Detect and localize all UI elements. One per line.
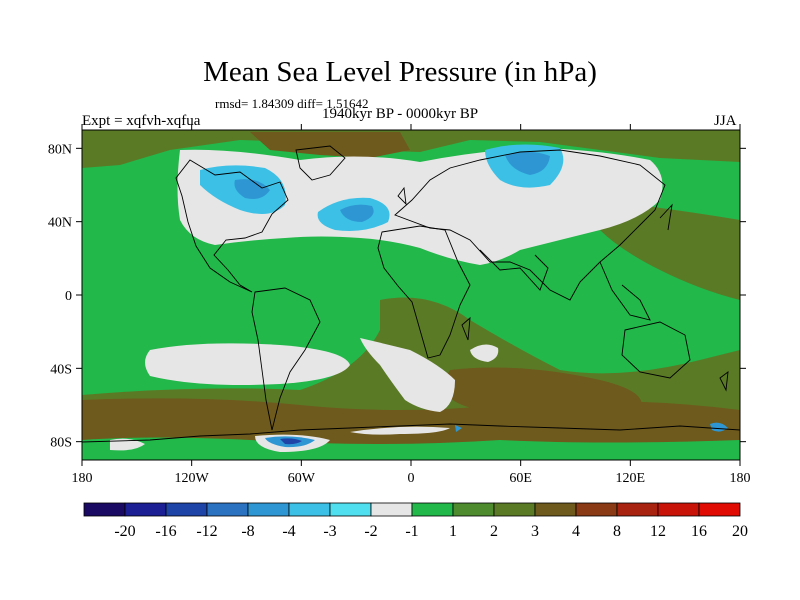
field-pacific-east-brown [600, 200, 740, 300]
colorbar-swatch [616, 502, 659, 517]
colorbar-label: -20 [114, 523, 135, 540]
lon-label: 120W [175, 471, 210, 486]
colorbar-label: 2 [490, 523, 498, 540]
season-label: JJA [714, 113, 737, 129]
experiment-label: Expt = xqfvh-xqfua [82, 113, 201, 129]
coast-eurasia [394, 149, 666, 301]
field-indian-grey [470, 344, 499, 362]
coast-africa [377, 225, 471, 359]
colorbar-label: 12 [650, 523, 666, 540]
field-atlantic-blue [340, 204, 374, 222]
stats-label: rmsd= 1.84309 diff= 1.51642 [215, 96, 369, 111]
lon-label: 60W [288, 471, 316, 486]
colorbar-label: -3 [323, 523, 336, 540]
colorbar-label: 3 [531, 523, 539, 540]
coast-antarctica [82, 423, 740, 443]
colorbar-swatch [411, 502, 454, 517]
colorbar-label: -4 [282, 523, 295, 540]
colorbar-label: 8 [613, 523, 621, 540]
field-south-atlantic-grey [360, 338, 455, 412]
colorbar-swatch [657, 502, 700, 517]
lon-label: 180 [730, 471, 751, 486]
colorbar-label: 4 [572, 523, 580, 540]
lat-label: 80N [48, 142, 72, 157]
colorbar-swatch [452, 502, 495, 517]
map-field [82, 130, 740, 460]
colorbar-label: 1 [449, 523, 457, 540]
colorbar-swatch [83, 502, 126, 517]
lon-label: 180 [72, 471, 93, 486]
coast-arabia-india [479, 249, 549, 291]
colorbar-swatch [575, 502, 618, 517]
field-na-blue [234, 179, 270, 199]
colorbar-label: -2 [364, 523, 377, 540]
field-south-pacific-grey [145, 343, 350, 385]
lat-label: 80S [50, 436, 72, 451]
colorbar-swatch [370, 502, 413, 517]
lat-label: 0 [65, 289, 72, 304]
colorbar-swatch [288, 502, 331, 517]
colorbar-swatch [124, 502, 167, 517]
coast-japan [659, 203, 673, 231]
colorbar-swatch [493, 502, 536, 517]
colorbar-label: -12 [196, 523, 217, 540]
coastlines [82, 145, 740, 443]
field-siberia-blue [505, 151, 550, 175]
colorbar-swatch [247, 502, 290, 517]
lon-label: 120E [616, 471, 646, 486]
colorbar-label: -1 [405, 523, 418, 540]
colorbar-swatch [534, 502, 577, 517]
field-ross-dark [280, 438, 302, 445]
colorbar: -20 -16 -12 -8 -4 -3 -2 -1 1 2 3 4 8 12 16 20 [83, 502, 748, 540]
lat-label: 40S [50, 362, 72, 377]
coast-uk [397, 186, 407, 206]
chart-title: Mean Sea Level Pressure (in hPa) [203, 56, 597, 88]
colorbar-swatch [698, 502, 741, 517]
period-label: 1940kyr BP - 0000kyr BP [322, 106, 479, 122]
field-arctic-brown [82, 130, 740, 168]
map-axes: 80N 40N 0 40S 80S 180 120W 60W 0 60E 120E 180 [48, 124, 751, 486]
coast-north-america [175, 159, 289, 293]
colorbar-label: -8 [241, 523, 254, 540]
lon-label: 0 [408, 471, 415, 486]
colorbar-swatch [206, 502, 249, 517]
lon-label: 60E [509, 471, 532, 486]
coast-se-asia [599, 261, 651, 321]
field-arctic-dark [250, 132, 410, 158]
coast-south-america [251, 287, 321, 431]
coast-greenland [295, 145, 346, 181]
coast-madagascar [461, 316, 471, 341]
colorbar-swatch [329, 502, 372, 517]
coast-australia [621, 321, 691, 379]
coast-new-zealand [719, 371, 729, 392]
colorbar-label: 16 [691, 523, 707, 540]
colorbar-swatch [165, 502, 208, 517]
lat-label: 40N [48, 216, 72, 231]
colorbar-label: 20 [732, 523, 748, 540]
field-antarctic-brown [82, 398, 740, 444]
colorbar-label: -16 [155, 523, 176, 540]
